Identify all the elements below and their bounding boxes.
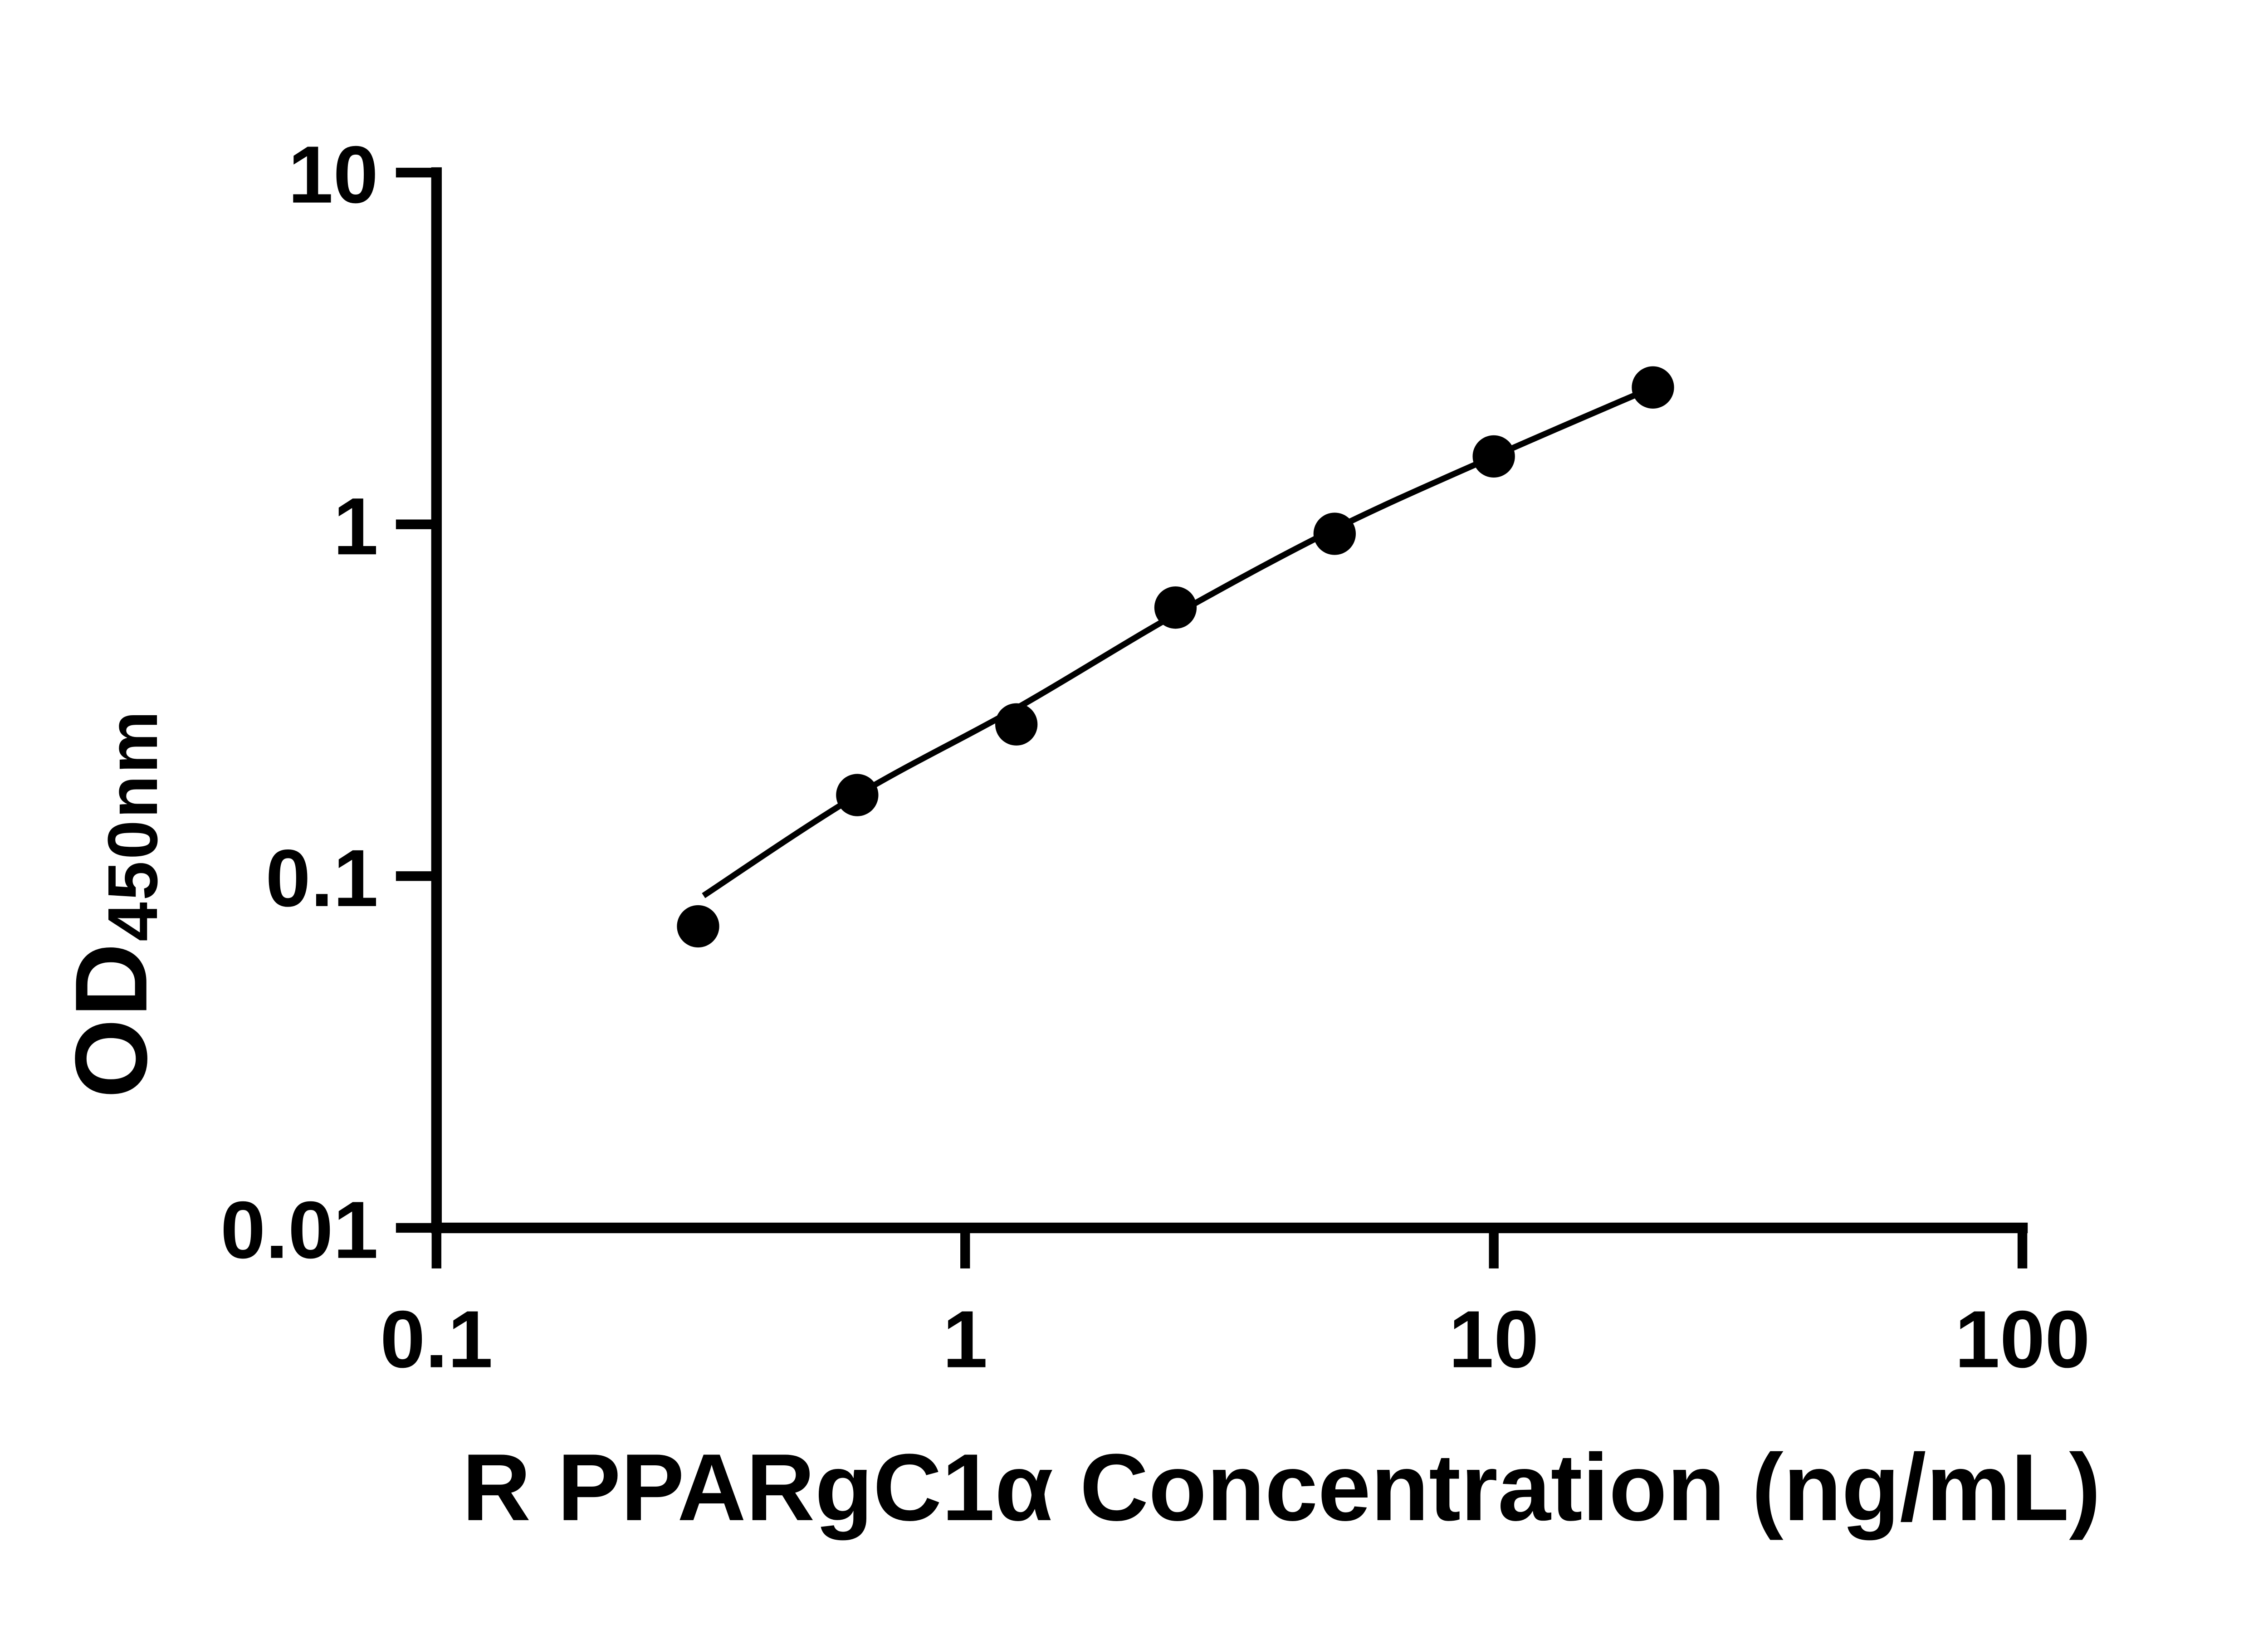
y-axis-title-inner: OD450nm: [53, 709, 175, 1098]
y-tick-label: 10: [288, 129, 378, 220]
data-point: [1313, 512, 1356, 555]
x-tick-label: 1: [943, 1294, 987, 1385]
data-point: [1472, 435, 1515, 478]
data-point: [1632, 366, 1674, 409]
y-tick-label: 1: [333, 481, 378, 571]
y-axis-title-main: OD: [54, 941, 170, 1098]
y-axis-title-sub: 450nm: [95, 709, 173, 942]
data-point: [836, 774, 879, 816]
x-tick-label: 10: [1449, 1294, 1539, 1385]
data-point: [1154, 586, 1197, 629]
x-tick-label: 100: [1955, 1294, 2090, 1385]
x-tick-label: 0.1: [380, 1294, 493, 1385]
x-axis-title: R PPARgC1α Concentration (ng/mL): [462, 1435, 2101, 1542]
figure: 0.01 0.1 1 10 0.1 1 10 100 OD450nm R PPARgC1α C…: [0, 23, 2268, 1626]
data-point: [995, 703, 1038, 746]
y-tick-label: 0.01: [220, 1184, 378, 1275]
data-point: [677, 905, 719, 948]
y-tick-label: 0.1: [265, 833, 378, 923]
